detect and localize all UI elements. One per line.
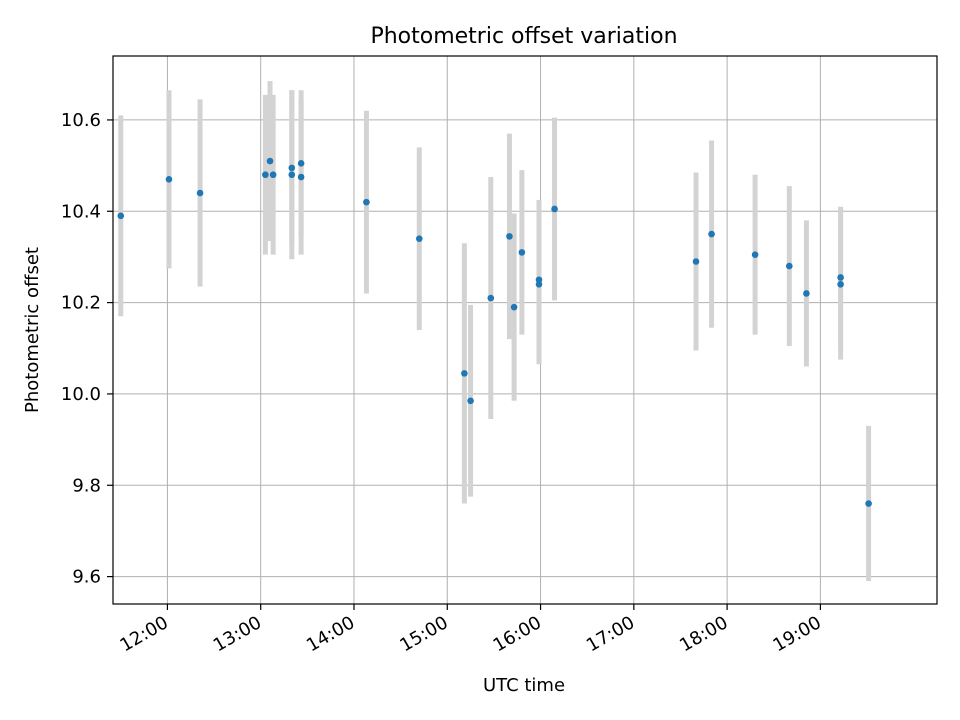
data-point <box>297 160 305 167</box>
data-point <box>262 171 269 179</box>
x-tick-label: 14:00 <box>303 612 358 656</box>
data-point <box>363 198 370 206</box>
data-point <box>708 230 715 238</box>
data-point <box>692 258 700 265</box>
data-point <box>288 171 296 179</box>
data-point <box>865 500 872 507</box>
x-axis-label: UTC time <box>483 675 565 696</box>
error-bars <box>118 81 872 582</box>
data-point <box>518 249 526 256</box>
data-point <box>165 176 173 183</box>
x-tick-label: 15:00 <box>396 612 451 656</box>
data-point <box>266 157 274 165</box>
plot-frame <box>112 55 938 605</box>
y-tick-label: 10.0 <box>61 384 101 405</box>
data-point <box>288 164 296 172</box>
data-point <box>297 173 305 181</box>
data-point <box>751 251 759 258</box>
x-tick-label: 17:00 <box>583 612 638 656</box>
data-points <box>117 157 872 507</box>
data-point <box>786 262 793 270</box>
y-tick-label: 10.6 <box>61 110 101 131</box>
data-point <box>837 274 844 281</box>
data-point <box>551 205 558 213</box>
chart-title: Photometric offset variation <box>370 24 677 49</box>
data-point <box>117 212 125 220</box>
x-tick-label: 12:00 <box>116 612 171 656</box>
data-point <box>467 397 474 405</box>
x-tick-label: 16:00 <box>490 612 545 656</box>
data-point <box>461 370 468 377</box>
y-axis: 9.6 9.8 10.0 10.2 10.4 10.6 <box>61 110 113 588</box>
y-tick-label: 9.6 <box>72 567 101 588</box>
y-tick-label: 9.8 <box>72 475 101 496</box>
data-point <box>415 235 423 242</box>
data-point <box>837 281 844 288</box>
y-tick-label: 10.2 <box>61 293 101 314</box>
grid <box>113 56 937 604</box>
data-point <box>196 189 204 197</box>
data-point <box>506 233 513 240</box>
data-point <box>803 290 810 297</box>
x-tick-label: 18:00 <box>676 612 731 656</box>
y-tick-label: 10.4 <box>61 201 101 222</box>
data-point <box>269 171 277 179</box>
data-point <box>487 294 495 302</box>
data-point <box>510 303 518 311</box>
x-tick-label: 13:00 <box>210 612 265 656</box>
x-axis: 12:00 13:00 14:00 15:00 16:00 17:00 18:00 19:00 <box>116 604 825 656</box>
x-tick-label: 19:00 <box>769 612 824 656</box>
data-point <box>535 276 543 284</box>
y-axis-label: Photometric offset <box>22 247 43 413</box>
data-point <box>535 281 543 288</box>
